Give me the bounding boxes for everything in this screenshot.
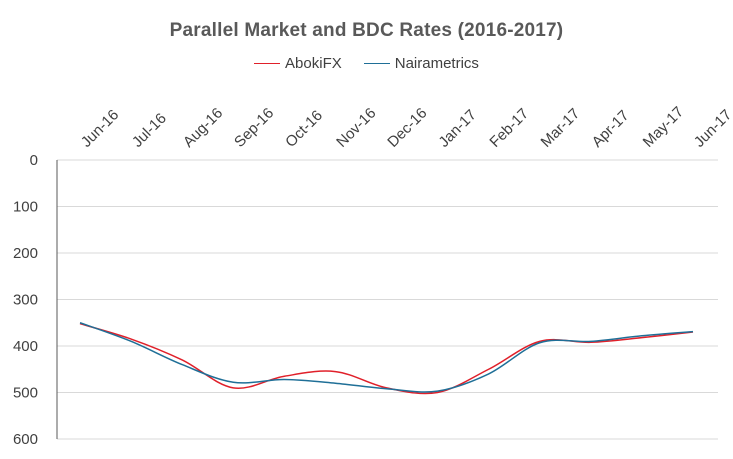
y-tick-label: 300 (13, 292, 38, 309)
series-line-abokifx (79, 322, 694, 395)
x-tick-label: Nov-16 (333, 105, 379, 151)
x-tick-label: Oct-16 (282, 107, 326, 151)
x-tick-label: Mar-17 (538, 105, 584, 151)
legend-label-abokifx: AbokiFX (285, 55, 342, 72)
y-tick-label: 400 (13, 338, 38, 355)
legend-swatch-nairametrics (363, 63, 390, 64)
x-tick-label: May-17 (640, 103, 687, 150)
x-tick-label: Jun-16 (78, 106, 122, 150)
y-tick-label: 0 (30, 152, 38, 169)
y-axis-ticks: 0 100 200 300 400 500 600 (13, 152, 38, 448)
gridlines (57, 159, 718, 440)
x-tick-label: Apr-17 (589, 107, 633, 151)
x-tick-label: Jun-17 (691, 106, 733, 150)
legend-swatch-abokifx (254, 63, 281, 64)
x-axis-ticks: Jun-16 Jul-16 Aug-16 Sep-16 Oct-16 Nov-16 Dec-… (78, 103, 733, 150)
x-tick-label: Feb-17 (486, 105, 532, 151)
x-tick-label: Aug-16 (180, 105, 226, 151)
y-tick-label: 600 (13, 431, 38, 448)
legend-item-abokifx: AbokiFX (254, 55, 342, 72)
series-line-nairametrics (79, 322, 694, 393)
y-tick-label: 100 (13, 199, 38, 216)
x-tick-label: Dec-16 (384, 105, 430, 151)
y-tick-label: 200 (13, 245, 38, 262)
x-tick-label: Jul-16 (129, 110, 170, 151)
legend-label-nairametrics: Nairametrics (394, 55, 479, 72)
chart-title: Parallel Market and BDC Rates (2016-2017… (169, 20, 564, 41)
y-tick-label: 500 (13, 385, 38, 402)
x-tick-label: Jan-17 (435, 106, 479, 150)
x-tick-label: Sep-16 (231, 105, 277, 151)
legend-item-nairametrics: Nairametrics (363, 55, 479, 72)
legend: AbokiFX Nairametrics (0, 55, 733, 72)
series-lines (79, 322, 694, 395)
